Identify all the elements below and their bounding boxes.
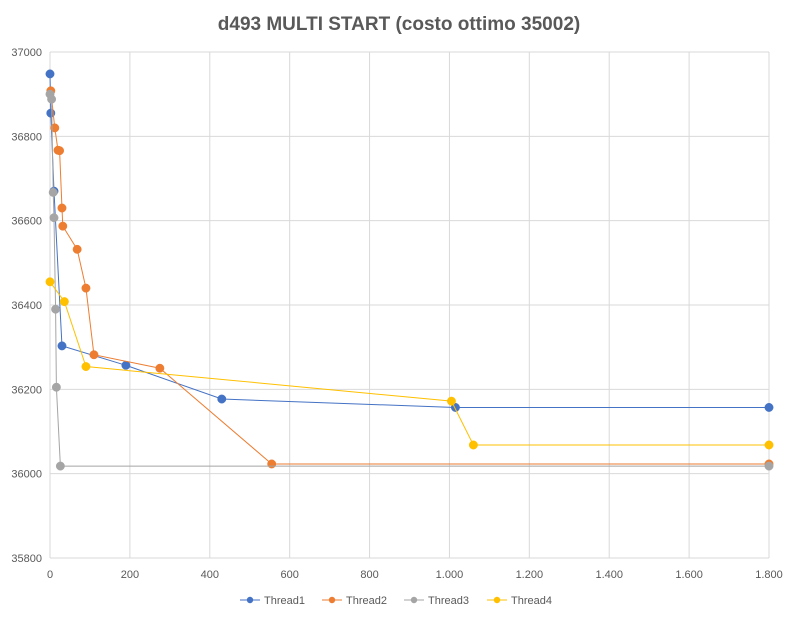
data-point xyxy=(155,363,165,373)
data-point xyxy=(48,187,58,197)
data-point xyxy=(57,341,67,351)
y-tick-label: 36800 xyxy=(11,131,42,143)
x-tick-label: 1.200 xyxy=(516,569,544,581)
data-point xyxy=(47,94,57,104)
data-point xyxy=(55,146,65,156)
x-tick-label: 1.600 xyxy=(675,569,703,581)
legend-label: Thread3 xyxy=(428,595,469,607)
x-tick-label: 1.800 xyxy=(755,569,783,581)
data-point xyxy=(764,403,774,412)
series-thread2 xyxy=(46,86,774,469)
legend-item-thread3: Thread3 xyxy=(404,595,469,607)
legend-marker xyxy=(493,596,501,604)
data-point xyxy=(58,221,68,231)
legend-marker xyxy=(410,596,418,604)
series-line xyxy=(50,90,769,465)
data-point xyxy=(446,396,456,406)
data-point xyxy=(764,440,774,450)
data-point xyxy=(49,213,59,223)
data-point xyxy=(89,350,99,360)
axes: 35800 36000 36200 36400 36600 36800 37000 0 200 4… xyxy=(11,47,782,581)
data-point xyxy=(57,203,67,213)
legend-item-thread1: Thread1 xyxy=(240,595,305,607)
legend-label: Thread1 xyxy=(264,595,305,607)
series-thread4 xyxy=(45,277,774,450)
legend-item-thread2: Thread2 xyxy=(322,595,387,607)
data-point xyxy=(764,461,774,471)
data-point xyxy=(45,69,55,79)
series-line xyxy=(49,94,769,467)
y-tick-label: 37000 xyxy=(11,47,42,59)
data-point xyxy=(51,382,61,392)
data-point xyxy=(468,440,478,450)
data-point xyxy=(72,244,82,254)
y-tick-label: 36200 xyxy=(11,384,42,396)
chart-title: d493 MULTI START (costo ottimo 35002) xyxy=(218,14,580,35)
legend-marker xyxy=(246,596,254,604)
legend: Thread1 Thread2 Thread3 Thread4 xyxy=(240,595,552,607)
x-tick-label: 800 xyxy=(360,569,378,581)
data-point xyxy=(59,297,69,307)
legend-label: Thread4 xyxy=(511,595,552,607)
x-tick-label: 0 xyxy=(47,569,53,581)
x-tick-label: 1.400 xyxy=(595,569,623,581)
data-point xyxy=(51,304,61,314)
grid xyxy=(49,51,770,559)
legend-label: Thread2 xyxy=(346,595,387,607)
series-line xyxy=(49,281,769,446)
x-tick-label: 400 xyxy=(201,569,219,581)
x-tick-label: 200 xyxy=(121,569,139,581)
series-line xyxy=(49,73,769,408)
y-tick-label: 36600 xyxy=(11,216,42,228)
y-tick-label: 36400 xyxy=(11,300,42,312)
y-tick-label: 36000 xyxy=(11,469,42,481)
legend-item-thread4: Thread4 xyxy=(487,595,552,607)
data-point xyxy=(55,461,65,471)
series-layer xyxy=(45,69,774,471)
x-tick-label: 1.000 xyxy=(436,569,464,581)
data-point xyxy=(45,277,55,287)
series-thread3 xyxy=(45,89,774,471)
x-tick-label: 600 xyxy=(280,569,298,581)
data-point xyxy=(50,123,60,133)
data-point xyxy=(217,394,227,404)
y-tick-label: 35800 xyxy=(11,553,42,565)
legend-marker xyxy=(328,596,336,604)
data-point xyxy=(81,362,91,372)
data-point xyxy=(81,283,91,293)
data-point xyxy=(267,459,277,469)
series-thread1 xyxy=(45,69,774,412)
